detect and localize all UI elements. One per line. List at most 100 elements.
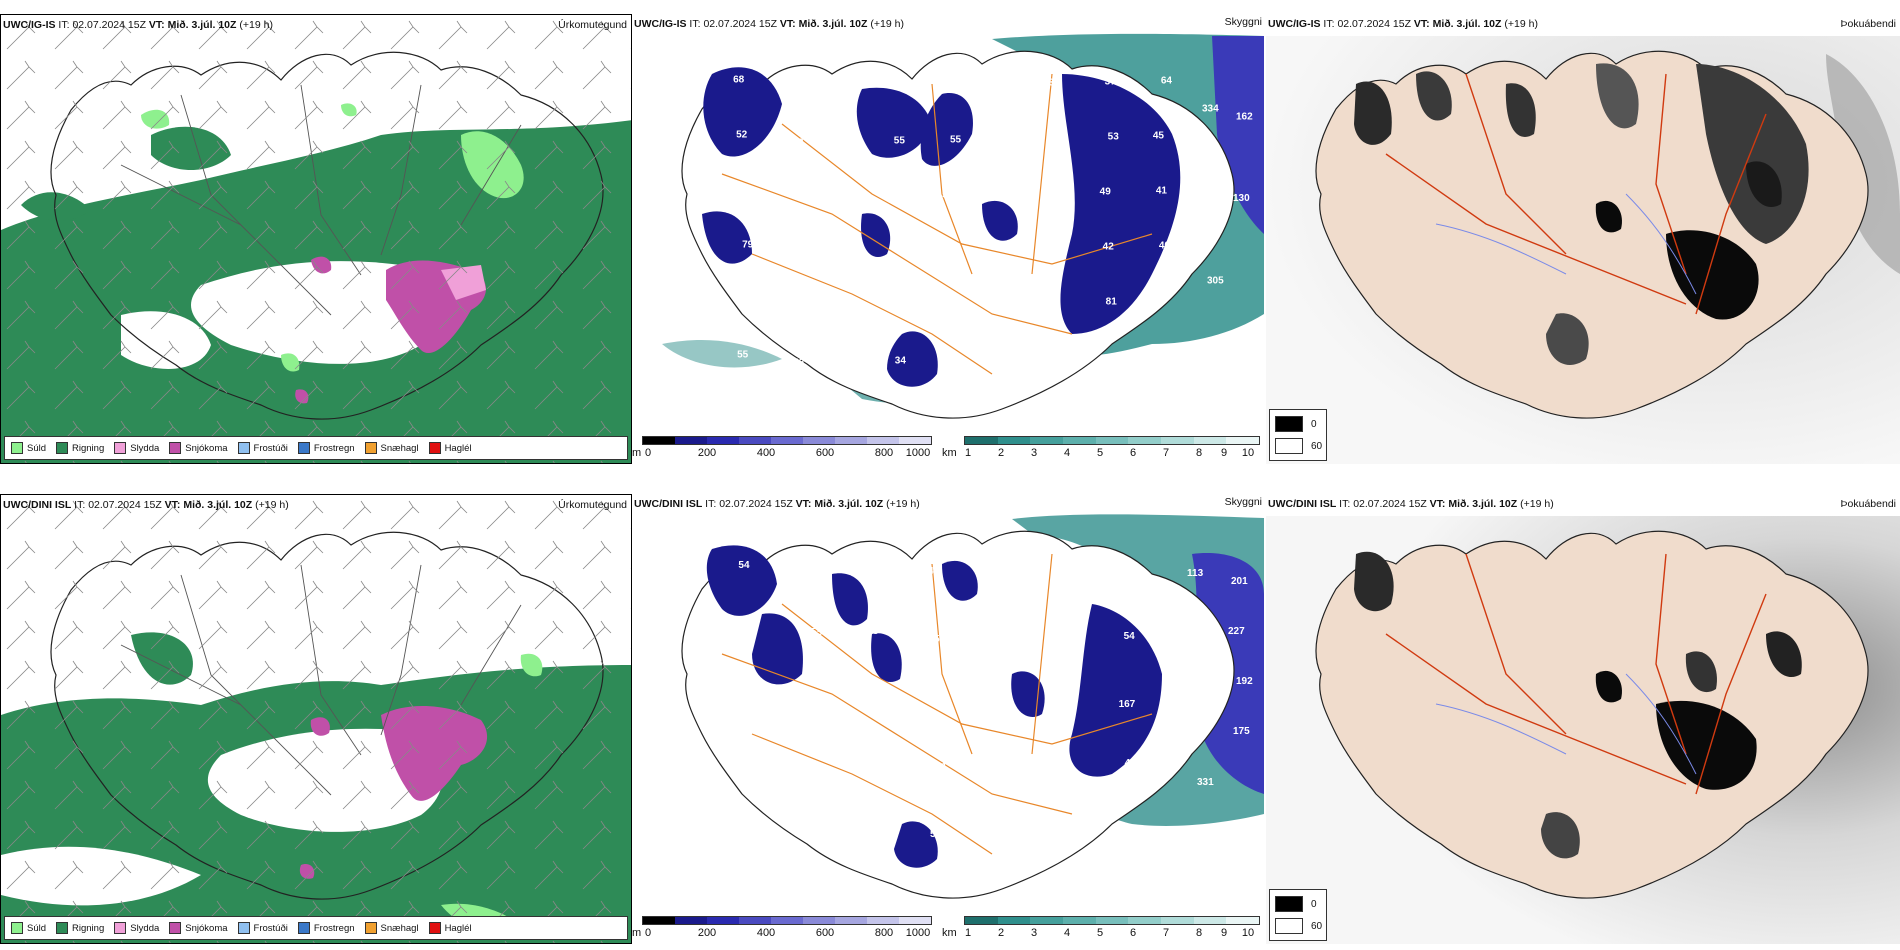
cloud-height-label: 48 — [789, 83, 801, 94]
cloud-height-label: 59 — [930, 829, 942, 840]
legend-snow: Snjókoma — [169, 442, 228, 454]
cloud-height-label: 52 — [942, 190, 954, 201]
legend-drizzle: Súld — [11, 442, 46, 454]
cloud-height-label: 87 — [990, 633, 1002, 644]
cloud-height-label: 56 — [947, 80, 959, 91]
cloud-height-labels: 54 36 55 49 44 39 55 92 55 43 58 87 92 54 93 75 123 86 70 8… — [738, 560, 1253, 843]
cloud-height-label: 61 — [841, 192, 853, 203]
cloud-height-label: 79 — [742, 240, 754, 251]
cloud-height-label: 157 — [1001, 244, 1018, 255]
cloud-height-label: 50 — [1046, 243, 1058, 254]
cloud-height-label: 39 — [1062, 564, 1074, 575]
cloud-height-label: 48 — [1052, 353, 1064, 364]
cloud-height-label: 59 — [945, 245, 957, 256]
cloud-height-label: 69 — [995, 134, 1007, 145]
cloud-height-label: 75 — [806, 695, 818, 706]
cloud-height-label: 53 — [1108, 132, 1120, 143]
cloud-height-label: 45 — [1125, 758, 1137, 769]
cloud-panel-bottom: UWC/DINI ISL IT: 02.07.2024 15Z VT: Mið.… — [632, 494, 1264, 944]
cloud-map: 54 36 55 49 44 39 55 92 55 43 58 87 92 54 93 75 123 86 70 8… — [632, 494, 1264, 944]
visibility-scale: km 1 2 3 4 5 6 7 8 9 10 — [942, 914, 1262, 942]
precip-type-tag: Úrkomutegund — [558, 19, 627, 31]
cloud-height-label: 55 — [872, 567, 884, 578]
cloud-height-label: 55 — [950, 135, 962, 146]
cloud-height-label: 39 — [838, 137, 850, 148]
cloud-height-label: 42 — [997, 828, 1009, 839]
cloud-height-label: 44 — [795, 193, 807, 204]
legend-drizzle: Súld — [11, 922, 46, 934]
cloud-height-label: 49 — [928, 566, 940, 577]
cloud-height-label: 37 — [846, 82, 858, 93]
cloud-height-label: 305 — [1207, 275, 1224, 286]
cloud-height-label: 38 — [792, 138, 804, 149]
legend-snow-grains: Snæhagl — [364, 442, 419, 454]
cloud-height-label: 34 — [895, 356, 907, 367]
cloud-height-label: 92 — [744, 628, 756, 639]
legend-freezing-drizzle: Frostúði — [237, 442, 288, 454]
cloud-height-label: 58 — [1058, 759, 1070, 770]
cloud-height-label: 47 — [1003, 79, 1015, 90]
legend-sleet: Slydda — [114, 922, 159, 934]
cloud-height-label: 37 — [790, 303, 802, 314]
cloud-height-label: 167 — [1119, 699, 1136, 710]
cloud-height-label: 52 — [736, 130, 748, 141]
legend-hail: Haglél — [428, 442, 472, 454]
cloud-height-label: 331 — [1197, 777, 1214, 788]
legend-freezing-rain: Frostregn — [297, 442, 355, 454]
legend-freezing-rain: Frostregn — [297, 922, 355, 934]
cloud-height-label: 195 — [1195, 627, 1212, 638]
panel-title: UWC/DINI ISL IT: 02.07.2024 15Z VT: Mið.… — [634, 498, 920, 510]
cloud-height-label: 84 — [897, 191, 909, 202]
fog-indicator-tag: Þokuábendi — [1840, 18, 1896, 30]
cloud-height-label: 39 — [1048, 78, 1060, 89]
visibility-tag: Skyggni — [1224, 16, 1262, 28]
cloud-height-label: 123 — [873, 694, 890, 705]
cloud-height-label: 68 — [733, 75, 745, 86]
legend-rain: Rigning — [56, 442, 104, 454]
cloud-height-label: 40 — [1159, 241, 1171, 252]
precip-map — [1, 15, 631, 463]
cloud-height-label: 39 — [734, 295, 746, 306]
cloud-height-label: 41 — [1051, 133, 1063, 144]
cloud-height-label: 55 — [894, 136, 906, 147]
cloud-height-label: 39 — [868, 762, 880, 773]
cloud-height-label: 334 — [1202, 104, 1219, 115]
legend-snow: Snjókoma — [169, 922, 228, 934]
cloud-height-label: 227 — [1228, 626, 1245, 637]
cloud-height-label: 49 — [1100, 187, 1112, 198]
cloud-height-label: 85 — [1063, 700, 1075, 711]
cloud-height-label: 43 — [867, 626, 879, 637]
cloud-height-label: 258 — [1192, 677, 1209, 688]
cloud-height-label: 45 — [847, 302, 859, 313]
legend-sleet: Slydda — [114, 442, 159, 454]
cloud-height-label: 36 — [805, 568, 817, 579]
cloud-height-label: 53 — [1151, 296, 1163, 307]
cloud-height-label: 58 — [934, 634, 946, 645]
cloud-height-label: 55 — [737, 350, 749, 361]
cloud-height-label: 63 — [951, 355, 963, 366]
cloud-height-label: 81 — [1106, 297, 1118, 308]
fog-map — [1266, 36, 1900, 464]
cloud-height-label: 47 — [991, 760, 1003, 771]
cloud-height-label: 41 — [1156, 186, 1168, 197]
panel-title: UWC/IG-IS IT: 02.07.2024 15Z VT: Mið. 3.… — [3, 19, 273, 31]
cloud-height-scale: m 0 200 400 600 800 1000 — [632, 914, 932, 942]
cloud-height-label: 43 — [793, 358, 805, 369]
cloud-height-label: 55 — [1118, 563, 1130, 574]
legend-snow-grains: Snæhagl — [364, 922, 419, 934]
cloud-height-label: 19 — [1054, 188, 1066, 199]
cloud-height-label: 30 — [787, 248, 799, 259]
cloud-height-label: 55 — [811, 627, 823, 638]
cloud-height-label: 48 — [745, 764, 757, 775]
cloud-height-label: 92 — [1057, 632, 1069, 643]
cloud-height-label: 60 — [807, 831, 819, 842]
cloud-height-label: 113 — [1187, 568, 1204, 579]
visibility-scale: km 1 2 3 4 5 6 7 8 9 10 — [942, 434, 1262, 462]
cloud-height-label: 86 — [929, 693, 941, 704]
cloud-height-labels: 68 48 37 81 56 47 39 37 64 52 38 39 55 55 69 41 53 45 57 44… — [733, 75, 1253, 369]
legend-hail: Haglél — [428, 922, 472, 934]
cloud-height-label: 169 — [1189, 727, 1206, 738]
cloud-height-label: 37 — [740, 832, 752, 843]
cloud-height-label: 44 — [1004, 299, 1016, 310]
fog-legend: 0 60 — [1269, 889, 1327, 941]
